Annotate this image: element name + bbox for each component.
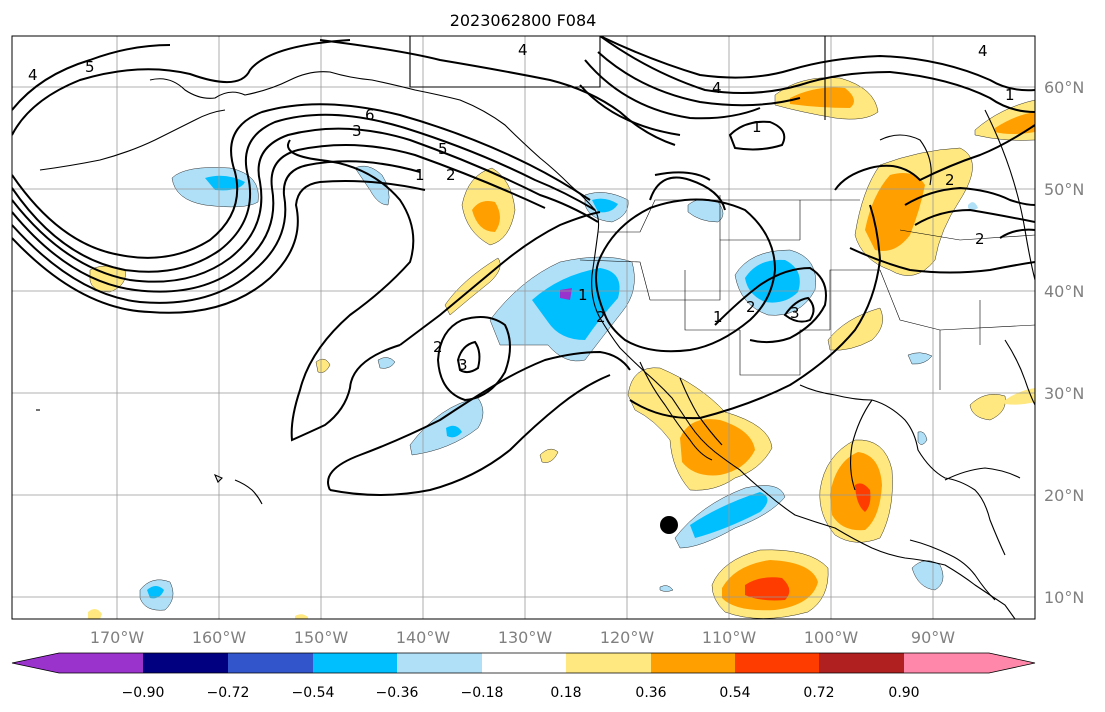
contour-label: 3 [458,356,468,374]
colorbar-segment [651,653,735,673]
lon-tick-label: 100°W [804,628,859,647]
contour-label: 2 [446,166,456,184]
colorbar-tick-label: 0.90 [888,685,919,701]
colorbar-extend-min [12,653,59,673]
colorbar-extend-max [989,653,1035,673]
lat-tick-label: 60°N [1044,78,1084,97]
colorbar-tick-label: 0.72 [803,685,834,701]
contour-label: 3 [790,304,800,322]
contour-label: 4 [518,41,528,59]
map-title: 2023062800 F084 [450,11,597,30]
contour-label: 4 [28,66,38,84]
contour-label: 3 [352,122,362,140]
lon-tick-label: 110°W [702,628,757,647]
contour-label: 1 [713,308,723,326]
map-frame [11,35,1036,620]
colorbar-segment [482,653,566,673]
colorbar-segment [59,653,143,673]
colorbar [11,652,1036,674]
contour-lines [12,36,1035,496]
colorbar-tick-label: 0.54 [719,685,750,701]
contour-label: 4 [712,79,722,97]
contour-label: 6 [365,106,375,124]
colorbar-segment [904,653,989,673]
colorbar-outline [11,652,1036,674]
lon-tick-label: 90°W [911,628,955,647]
colorbar-tick-label: −0.36 [376,685,419,701]
lon-tick-label: 130°W [498,628,553,647]
colorbar-tick-label: −0.18 [461,685,504,701]
contour-label: 5 [438,140,448,158]
colorbar-segment [313,653,397,673]
contour-label: 1 [578,286,588,304]
colorbar-segment [397,653,482,673]
longitude-ticks: 170°W 160°W 150°W 140°W 130°W 120°W 110°… [90,628,955,647]
contour-label: 5 [85,58,95,76]
latitude-ticks: 60°N 50°N 40°N 30°N 20°N 10°N [1044,78,1084,607]
lat-tick-label: 40°N [1044,282,1084,301]
contour-label: 2 [433,338,443,356]
contour-label: 2 [975,230,985,248]
contour-labels: 4 5 4 4 6 3 5 1 2 1 4 1 2 2 1 2 3 2 3 1 … [28,41,1015,374]
contour-label: 1 [752,118,762,136]
lat-tick-label: 20°N [1044,486,1084,505]
lat-tick-label: 50°N [1044,180,1084,199]
storm-position-marker [660,516,678,534]
colorbar-segment [228,653,313,673]
lon-tick-label: 160°W [192,628,247,647]
colorbar-segment [735,653,819,673]
anomaly-shading [88,77,1035,619]
colorbar-tick-label: −0.54 [292,685,335,701]
lat-tick-label: 30°N [1044,384,1084,403]
lon-tick-label: 150°W [294,628,349,647]
colorbar-labels: −0.90 −0.72 −0.54 −0.36 −0.18 0.18 0.36 … [122,685,920,701]
contour-label: 1 [1005,86,1015,104]
colorbar-tick-label: 0.18 [550,685,581,701]
state-borders [579,195,1035,390]
colorbar-tick-label: 0.36 [635,685,666,701]
contour-label: 1 [415,166,425,184]
lon-tick-label: 120°W [600,628,655,647]
lon-tick-label: 140°W [396,628,451,647]
colorbar-tick-label: −0.90 [122,685,165,701]
contour-label: 2 [945,171,955,189]
coastlines [36,36,1035,619]
contour-label: 2 [596,308,606,326]
colorbar-segment [566,653,651,673]
colorbar-segment [143,653,228,673]
lon-tick-label: 170°W [90,628,145,647]
lat-tick-label: 10°N [1044,588,1084,607]
colorbar-tick-label: −0.72 [207,685,250,701]
contour-label: 2 [746,298,756,316]
contour-label: 4 [978,42,988,60]
colorbar-segment [819,653,904,673]
